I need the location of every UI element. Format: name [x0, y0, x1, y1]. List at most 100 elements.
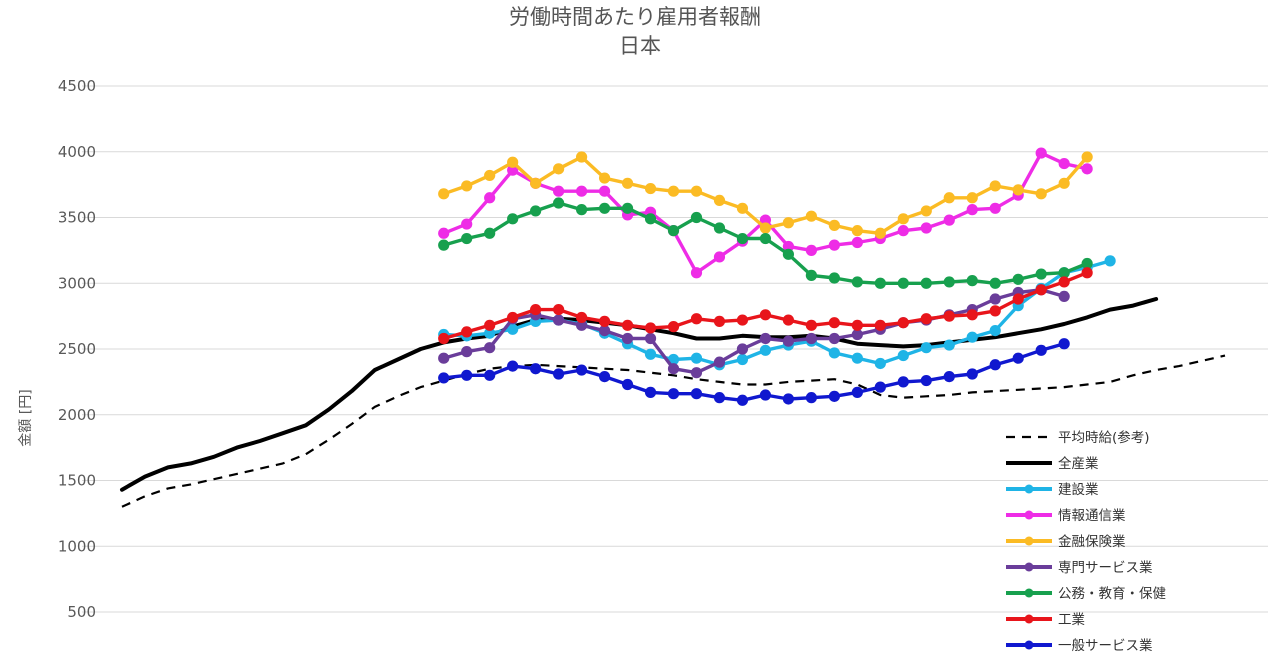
y-tick-labels: 500 1000 1500 2000 2500 3000 3500 4000 4500 [58, 77, 96, 621]
point-7-3 [507, 311, 519, 324]
y-tick-2000: 2000 [58, 406, 96, 424]
point-6-1 [461, 232, 473, 245]
point-6-9 [644, 213, 657, 225]
point-7-20 [897, 317, 909, 329]
legend-marker-7 [1024, 614, 1034, 624]
point-3-1 [461, 218, 473, 230]
point-7-11 [690, 313, 703, 325]
point-6-11 [690, 211, 703, 224]
point-5-18 [851, 328, 863, 341]
point-3-16 [805, 244, 817, 256]
point-5-7 [598, 324, 611, 337]
point-6-25 [1012, 273, 1024, 285]
point-7-17 [828, 317, 840, 329]
point-4-23 [966, 192, 978, 204]
point-6-13 [736, 232, 749, 245]
legend-label-7: 工業 [1058, 612, 1086, 628]
point-4-10 [667, 185, 680, 197]
point-3-24 [989, 202, 1001, 214]
point-3-7 [598, 185, 611, 197]
point-3-17 [828, 239, 840, 251]
legend-label-4: 金融保険業 [1058, 534, 1126, 550]
point-2-18 [851, 352, 863, 364]
point-4-1 [461, 180, 473, 192]
point-3-6 [575, 185, 588, 197]
point-5-8 [621, 332, 634, 345]
point-2-3 [507, 323, 519, 335]
point-8-5 [553, 368, 565, 380]
point-5-11 [690, 367, 703, 379]
point-8-1 [461, 369, 473, 381]
point-7-15 [782, 314, 795, 326]
point-7-13 [736, 314, 749, 326]
point-6-6 [575, 204, 588, 216]
point-8-19 [874, 381, 886, 393]
point-5-6 [575, 319, 588, 331]
legend-item-7: 工業 [1006, 612, 1086, 628]
point-8-3 [507, 360, 519, 372]
point-8-12 [713, 392, 726, 404]
point-8-8 [621, 378, 634, 391]
point-6-10 [667, 225, 680, 237]
point-6-5 [553, 197, 565, 209]
series-line-5 [442, 288, 1066, 375]
point-4-5 [553, 163, 565, 175]
point-6-21 [920, 277, 932, 289]
point-5-15 [782, 335, 795, 347]
point-5-1 [461, 346, 473, 358]
point-4-0 [438, 188, 450, 200]
legend-label-8: 一般サービス業 [1058, 638, 1153, 654]
point-5-2 [484, 342, 496, 354]
legend-label-3: 情報通信業 [1058, 508, 1126, 524]
y-axis-label: 金額 [円] [18, 389, 34, 446]
point-8-13 [736, 394, 749, 406]
point-2-21 [920, 342, 932, 354]
point-4-9 [644, 182, 657, 195]
legend-label-5: 専門サービス業 [1058, 560, 1153, 576]
point-2-9 [644, 348, 657, 360]
point-7-22 [943, 310, 955, 322]
legend: 平均時給(参考) 全産業建設業情報通信業金融保険業専門サービス業公務・教育・保健工… [1006, 429, 1166, 654]
legend-marker-8 [1024, 640, 1034, 650]
point-7-24 [989, 305, 1001, 317]
point-3-26 [1035, 147, 1047, 159]
series-7 [438, 267, 1093, 345]
point-4-13 [736, 202, 749, 214]
point-8-17 [828, 390, 840, 402]
legend-item-5: 専門サービス業 [1006, 560, 1153, 576]
point-7-7 [598, 315, 611, 327]
point-6-7 [598, 202, 611, 214]
point-7-1 [461, 326, 473, 338]
point-7-6 [575, 311, 588, 324]
point-6-15 [782, 248, 795, 260]
legend-label-1: 全産業 [1058, 455, 1099, 472]
legend-label-6: 公務・教育・保健 [1058, 586, 1166, 602]
point-7-0 [438, 332, 450, 345]
point-7-8 [621, 319, 634, 331]
point-8-23 [966, 368, 978, 380]
point-8-15 [782, 393, 795, 405]
series-8 [438, 338, 1070, 406]
series-4 [438, 151, 1093, 239]
y-tick-1500: 1500 [58, 472, 96, 490]
point-7-26 [1035, 284, 1047, 296]
point-5-27 [1058, 290, 1070, 302]
y-tick-1000: 1000 [58, 537, 96, 555]
point-4-27 [1058, 177, 1070, 189]
point-6-24 [989, 277, 1001, 289]
point-7-28 [1081, 267, 1093, 279]
legend-marker-2 [1024, 484, 1034, 494]
point-6-19 [874, 277, 886, 289]
point-7-10 [667, 321, 680, 333]
series-0 [121, 354, 1226, 508]
series-lines [120, 147, 1226, 508]
point-2-29 [1104, 255, 1116, 267]
point-6-18 [851, 276, 863, 288]
point-8-9 [644, 386, 657, 398]
point-8-2 [484, 369, 496, 381]
point-3-22 [943, 214, 955, 226]
point-5-13 [736, 343, 749, 355]
point-2-24 [989, 324, 1001, 337]
point-3-14 [759, 214, 772, 226]
point-8-16 [805, 392, 817, 404]
